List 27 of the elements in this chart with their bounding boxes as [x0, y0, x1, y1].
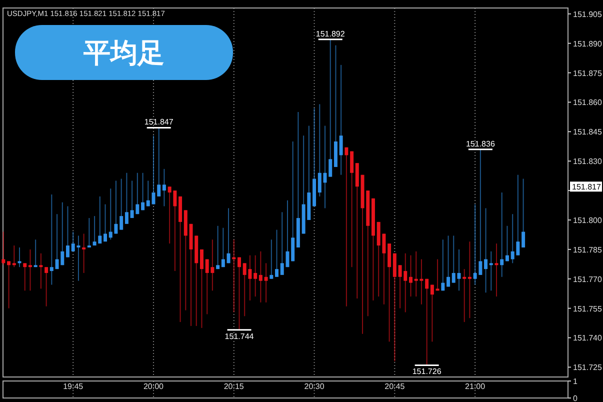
y-tick-label: 151.755 — [573, 304, 602, 314]
y-tick-label: 151.785 — [573, 245, 602, 254]
annotation: 151.726 — [412, 367, 442, 376]
y-tick-label: 151.740 — [573, 334, 602, 343]
y-tick-label: 151.830 — [573, 157, 602, 166]
x-tick-label: 20:15 — [224, 382, 244, 391]
y-tick-label: 151.800 — [573, 216, 602, 225]
annotation: 151.836 — [466, 139, 496, 148]
y-tick-label: 151.725 — [573, 363, 602, 372]
title-badge: 平均足 — [15, 25, 233, 80]
y-tick-label: 151.860 — [573, 98, 602, 108]
annotation: 151.817 — [572, 182, 602, 192]
y-tick-label: 151.875 — [573, 68, 602, 78]
y-tick-label: 0 — [573, 394, 578, 402]
annotation: 151.892 — [316, 29, 346, 38]
x-tick-label: 19:45 — [63, 382, 84, 391]
y-tick-label: 151.770 — [573, 274, 602, 284]
y-tick-label: 151.905 — [573, 10, 602, 19]
x-tick-label: 20:00 — [143, 382, 164, 391]
y-tick-label: 151.845 — [573, 128, 602, 137]
x-tick-label: 20:45 — [384, 382, 406, 391]
annotation: 151.744 — [224, 332, 254, 341]
y-tick-label: 1 — [573, 377, 578, 386]
y-tick-label: 151.890 — [573, 39, 602, 48]
x-tick-label: 20:30 — [304, 382, 325, 391]
annotation: 151.847 — [144, 118, 174, 127]
x-tick-label: 21:00 — [465, 382, 486, 391]
